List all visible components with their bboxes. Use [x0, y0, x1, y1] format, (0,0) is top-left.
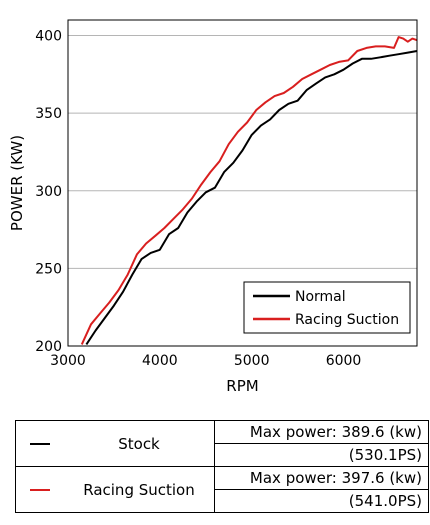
x-tick-5000: 5000: [234, 353, 270, 369]
y-tick-400: 400: [35, 29, 62, 45]
racing-max-power-kw: Max power: 397.6 (kw): [214, 466, 429, 490]
series-line-normal: [85, 50, 418, 345]
stock-max-power-ps: (530.1PS): [214, 443, 429, 467]
racing-line-swatch: [30, 489, 50, 491]
y-tick-250: 250: [35, 261, 62, 277]
x-axis-label: RPM: [226, 377, 258, 395]
racing-name: Racing Suction: [64, 466, 215, 513]
legend-label-normal: Normal: [295, 289, 346, 305]
x-tick-6000: 6000: [326, 353, 362, 369]
series-lines: [80, 36, 418, 345]
legend-label-racing-suction: Racing Suction: [295, 312, 399, 328]
power-chart: 3000 4000 5000 6000 200 250 300 350 400 RPM POW…: [8, 19, 418, 395]
racing-swatch-cell: [15, 466, 64, 513]
y-axis-ticks: 200 250 300 350 400: [35, 29, 62, 355]
table-row-stock: Stock Max power: 389.6 (kw): [15, 420, 429, 467]
legend: Normal Racing Suction: [243, 281, 411, 334]
plot-frame: [67, 19, 418, 347]
grid-lines: [68, 35, 417, 269]
x-axis-ticks: 3000 4000 5000 6000: [50, 353, 361, 369]
stock-swatch-cell: [15, 420, 64, 467]
y-axis-label: POWER (KW): [8, 135, 26, 231]
table-row-stock-ps: (530.1PS): [16, 443, 429, 467]
stock-line-swatch: [30, 443, 50, 445]
max-power-table: Stock Max power: 389.6 (kw) (530.1PS) Ra…: [15, 420, 429, 513]
x-tick-3000: 3000: [50, 353, 86, 369]
stock-name: Stock: [64, 420, 215, 467]
x-tick-4000: 4000: [142, 353, 178, 369]
table-row-racing: Racing Suction Max power: 397.6 (kw): [15, 466, 429, 513]
racing-max-power-ps: (541.0PS): [214, 489, 429, 513]
stock-max-power-kw: Max power: 389.6 (kw): [214, 420, 429, 444]
series-line-racing-suction: [80, 36, 418, 345]
table-row-racing-ps: (541.0PS): [16, 489, 429, 513]
legend-box: [243, 281, 411, 334]
y-tick-200: 200: [35, 339, 62, 355]
y-tick-300: 300: [35, 184, 62, 200]
y-tick-350: 350: [35, 106, 62, 122]
